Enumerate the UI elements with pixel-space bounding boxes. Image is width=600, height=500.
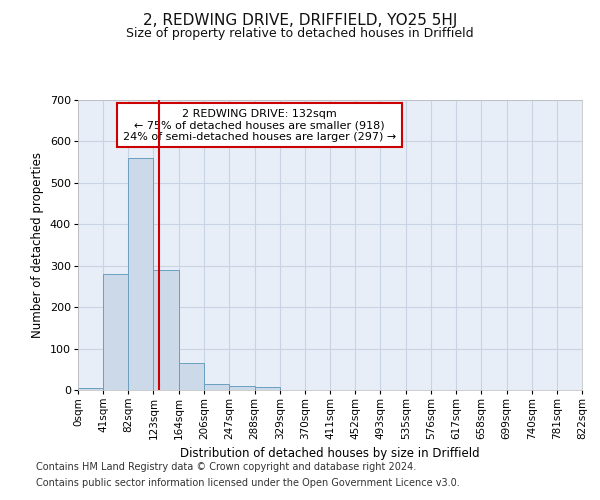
Bar [103,274,128,390]
Text: 2, REDWING DRIVE, DRIFFIELD, YO25 5HJ: 2, REDWING DRIVE, DRIFFIELD, YO25 5HJ [143,12,457,28]
Text: Size of property relative to detached houses in Driffield: Size of property relative to detached ho… [126,28,474,40]
Y-axis label: Number of detached properties: Number of detached properties [31,152,44,338]
Bar [78,388,103,390]
Text: Contains HM Land Registry data © Crown copyright and database right 2024.: Contains HM Land Registry data © Crown c… [36,462,416,472]
Bar [229,386,254,390]
X-axis label: Distribution of detached houses by size in Driffield: Distribution of detached houses by size … [180,448,480,460]
Text: 2 REDWING DRIVE: 132sqm
← 75% of detached houses are smaller (918)
24% of semi-d: 2 REDWING DRIVE: 132sqm ← 75% of detache… [123,108,396,142]
Bar [179,363,203,390]
Bar [254,386,280,390]
Bar [154,270,179,390]
Text: Contains public sector information licensed under the Open Government Licence v3: Contains public sector information licen… [36,478,460,488]
Bar [128,158,154,390]
Bar [205,384,229,390]
